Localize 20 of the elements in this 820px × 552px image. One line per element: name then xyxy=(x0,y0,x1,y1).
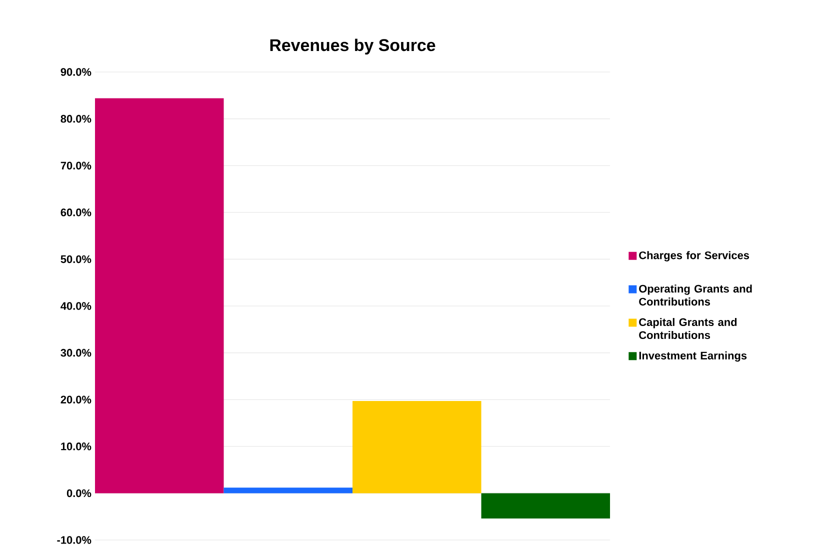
y-tick-label: 0.0% xyxy=(66,489,92,498)
y-tick-label: 70.0% xyxy=(60,162,92,170)
bar xyxy=(481,493,610,518)
bar xyxy=(95,98,224,494)
y-tick-label: 10.0% xyxy=(61,442,92,450)
legend-label: Investment Earnings xyxy=(639,351,747,362)
y-tick-label: 60.0% xyxy=(60,208,92,216)
y-tick-label: 40.0% xyxy=(60,302,92,310)
bar xyxy=(352,401,482,494)
bar xyxy=(224,488,353,494)
legend-label: Capital Grants and Contributions xyxy=(639,318,737,339)
chart-title: Revenues by Source xyxy=(270,38,436,54)
y-tick-label: 20.0% xyxy=(60,396,92,404)
y-tick-label: 30.0% xyxy=(60,348,92,357)
y-tick-label: 50.0% xyxy=(60,255,92,264)
y-tick-label: 80.0% xyxy=(60,114,92,123)
y-tick-label: 90.0% xyxy=(60,68,92,76)
y-tick-label: -10.0% xyxy=(57,536,92,544)
legend-label: Charges for Services xyxy=(639,251,750,262)
legend-label: Operating Grants and Contributions xyxy=(639,284,752,306)
